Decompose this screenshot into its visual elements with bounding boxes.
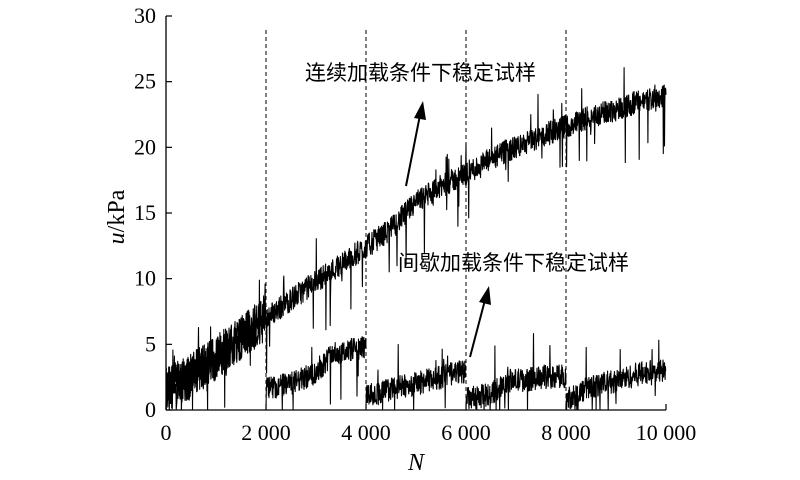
x-tick-label: 4 000 — [341, 420, 391, 445]
x-tick-label: 10 000 — [636, 420, 697, 445]
series-1 — [165, 67, 667, 411]
x-tick-label: 8 000 — [541, 420, 591, 445]
arrow-intermittent-shaft — [469, 299, 486, 358]
series-trace — [265, 336, 367, 411]
series-layer — [165, 67, 667, 411]
arrow-intermittent-head — [479, 286, 491, 305]
series-trace — [465, 333, 567, 411]
y-tick-label: 0 — [145, 397, 156, 422]
series-trace — [165, 279, 267, 411]
y-axis-variable: u — [104, 232, 130, 244]
x-axis-title: N — [407, 450, 426, 476]
x-tick-label: 6 000 — [441, 420, 491, 445]
series-trace — [365, 343, 467, 411]
y-tick-label: 20 — [134, 134, 156, 159]
tick-layer: 0 2 000 4 000 6 000 8 000 10 000 0 5 10 15 20 25 30 — [134, 3, 696, 445]
annotation-intermittent: 间歇加载条件下稳定试样 — [398, 251, 629, 275]
x-tick-label: 0 — [161, 420, 172, 445]
y-tick-label: 30 — [134, 3, 156, 28]
y-tick-label: 15 — [134, 200, 156, 225]
y-axis-title: u/kPa — [104, 189, 130, 244]
y-axis-unit: /kPa — [104, 189, 130, 232]
series-trace — [165, 67, 667, 411]
vline-layer — [265, 30, 567, 410]
arrow-continuous-head — [414, 101, 426, 120]
series-trace — [565, 339, 667, 411]
annotation-continuous: 连续加载条件下稳定试样 — [305, 61, 536, 85]
y-tick-label: 5 — [145, 331, 156, 356]
arrow-continuous-shaft — [405, 114, 421, 187]
series-2 — [165, 279, 667, 411]
y-tick-label: 25 — [134, 69, 156, 94]
y-tick-label: 10 — [134, 266, 156, 291]
x-tick-label: 2 000 — [241, 420, 291, 445]
